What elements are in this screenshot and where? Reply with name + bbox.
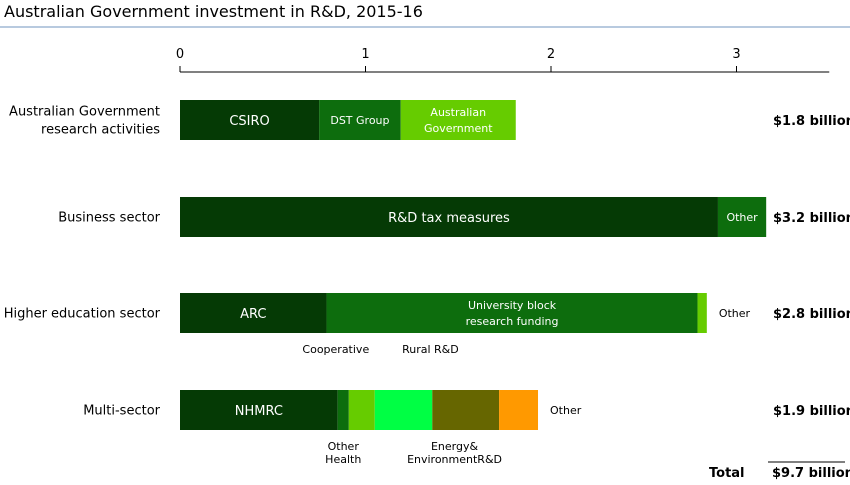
category-label: research activities <box>41 123 160 138</box>
bar-segment <box>348 390 375 430</box>
annotation-label: Other <box>550 404 582 417</box>
category-row: Australian Government research activities… <box>9 100 850 140</box>
segment-label: R&D tax measures <box>388 211 510 226</box>
category-label: Australian Government <box>9 105 160 120</box>
annotation-label: Other <box>328 440 360 453</box>
category-total: $1.8 billion <box>773 114 850 129</box>
annotation-label: Other <box>719 307 751 320</box>
bar-segment <box>697 293 707 333</box>
category-label: Higher education sector <box>4 307 161 322</box>
segment-label: DST Group <box>330 114 389 127</box>
category-total: $1.9 billion <box>773 404 850 419</box>
x-tick-label: 1 <box>361 47 369 62</box>
bar-segment <box>180 293 327 333</box>
chart-title: Australian Government investment in R&D,… <box>4 2 423 21</box>
bar-segment <box>180 390 338 430</box>
category-label: Multi-sector <box>83 404 160 419</box>
x-tick-label: 3 <box>732 47 740 62</box>
annotation-label: Energy& <box>431 440 479 453</box>
bar-segment <box>326 293 698 333</box>
annotation-label: Rural R&D <box>402 343 459 356</box>
x-tick-label: 2 <box>547 47 555 62</box>
bar-segment <box>374 390 433 430</box>
segment-label: NHMRC <box>235 404 283 419</box>
segment-label: University block <box>468 299 557 312</box>
annotation-label: Health <box>325 453 361 466</box>
total-value: $9.7 billion <box>772 466 850 481</box>
segment-label: Other <box>726 211 758 224</box>
category-row: Business sector R&D tax measures Other $3.2… <box>58 197 850 237</box>
bar-segment <box>319 100 401 140</box>
segment-label: research funding <box>466 315 559 328</box>
total-label: Total <box>709 466 745 481</box>
segment-label: Government <box>424 122 493 135</box>
category-row: Multi-sector NHMRC OtherOtherHealthEnergy&… <box>83 390 850 466</box>
segment-label: Australian <box>430 106 486 119</box>
x-axis: 0 1 2 3 <box>176 47 830 73</box>
bar-segment <box>180 100 320 140</box>
bar-segment <box>180 197 718 237</box>
segment-label: ARC <box>240 307 266 322</box>
segment-label: CSIRO <box>229 114 269 129</box>
bar-segment <box>337 390 349 430</box>
category-total: $3.2 billion <box>773 211 850 226</box>
total-row: Total $9.7 billion <box>709 461 850 481</box>
bar-segment <box>432 390 500 430</box>
category-total: $2.8 billion <box>773 307 850 322</box>
annotation-label: EnvironmentR&D <box>407 453 502 466</box>
bar-segment <box>499 390 539 430</box>
x-tick-label: 0 <box>176 47 184 62</box>
bar-segment <box>717 197 767 237</box>
annotation-label: Cooperative <box>302 343 369 356</box>
category-row: Higher education sector ARC University blo… <box>4 293 850 356</box>
category-label: Business sector <box>58 211 160 226</box>
bar-segment <box>400 100 516 140</box>
bars: Australian Government research activities… <box>4 100 850 466</box>
